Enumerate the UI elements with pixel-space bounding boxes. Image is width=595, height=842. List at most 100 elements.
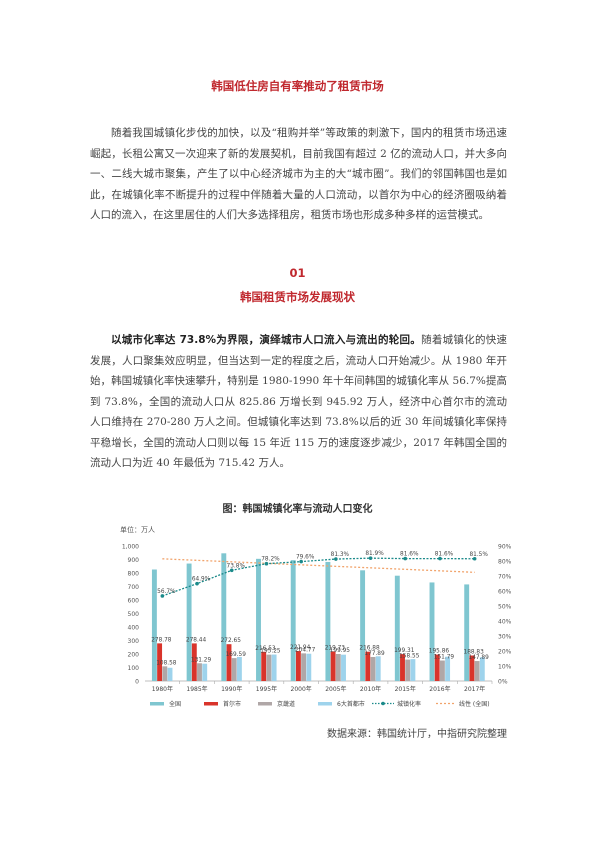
- urbanization-rate-label: 81.3%: [331, 552, 350, 558]
- chart-plot: 0 100 200 300 400 500 600 700 800 900 1,000 0% 10% 20…: [122, 544, 512, 709]
- bar-national: [360, 570, 366, 681]
- y-left-tick-label: 1,000: [122, 544, 139, 551]
- urbanization-rate-label: 79.6%: [296, 555, 315, 561]
- bar-six-cities: [236, 656, 242, 681]
- x-tick-label: 2015年: [395, 685, 416, 693]
- y-left-tick-label: 900: [128, 557, 140, 564]
- bar-national: [394, 575, 400, 681]
- y-right-tick-label: 50%: [498, 604, 512, 611]
- bar-seoul: [400, 654, 405, 681]
- article-title: 韩国低住房自有率推动了租赁市场: [211, 79, 384, 93]
- x-tick-label: 2017年: [464, 685, 485, 693]
- y-left-tick-label: 400: [128, 625, 140, 632]
- seoul-data-label: 188.83: [464, 650, 485, 656]
- gyeonggi-data-label: 108.58: [156, 660, 177, 666]
- figure-caption: 图：韩国城镇化率与流动人口变化: [222, 504, 373, 515]
- urbanization-rate-point: [195, 581, 199, 586]
- x-tick-label: 2016年: [429, 685, 450, 693]
- seoul-data-label: 272.65: [221, 638, 242, 644]
- legend-urbanization-rate-label: 城镇化率: [397, 700, 421, 708]
- bar-national: [186, 563, 192, 681]
- urbanization-rate-label: 64.9%: [192, 577, 211, 583]
- y-left-tick-label: 500: [128, 611, 140, 618]
- urbanization-rate-label: 81.9%: [365, 551, 384, 557]
- legend-seoul-label: 首尔市: [223, 700, 241, 708]
- gyeonggi-data-label: 177.89: [364, 651, 385, 657]
- seoul-data-label: 219.73: [325, 645, 346, 651]
- urbanization-rate-point: [229, 568, 234, 573]
- seoul-data-label: 221.94: [290, 645, 311, 651]
- x-tick-label: 1990年: [221, 685, 242, 693]
- urbanization-rate-point: [334, 557, 338, 561]
- bar-seoul: [469, 655, 475, 681]
- x-tick-label: 2000年: [291, 685, 312, 693]
- x-tick-label: 1985年: [186, 685, 207, 693]
- section-title: 韩国租赁市场发展现状: [240, 290, 355, 304]
- y-left-tick-label: 100: [128, 665, 140, 672]
- bar-six-cities: [202, 663, 208, 681]
- bar-seoul: [295, 651, 301, 681]
- bar-six-cities: [375, 656, 381, 681]
- urbanization-rate-label: 81.6%: [400, 552, 419, 558]
- bar-national: [151, 569, 157, 681]
- seoul-data-label: 195.86: [429, 649, 450, 655]
- gyeonggi-data-label: 151.79: [434, 655, 455, 661]
- legend-national-trend-label: 线性 (全国): [459, 700, 490, 708]
- bar-seoul: [191, 643, 197, 681]
- bar-national: [325, 561, 331, 681]
- urbanization-rate-point: [368, 556, 373, 560]
- intro-text: 随着我国城镇化步伐的加快，以及“租购并举”等政策的刺激下，国内的租赁市场迅速崛起…: [90, 127, 507, 221]
- bar-national: [221, 553, 227, 681]
- bar-seoul: [157, 643, 163, 681]
- urbanization-rate-point: [472, 556, 477, 561]
- intro-paragraph: 随着我国城镇化步伐的加快，以及“租购并举”等政策的刺激下，国内的租赁市场迅速崛起…: [90, 123, 507, 226]
- urbanization-rate-line: [162, 557, 475, 597]
- bar-six-cities: [306, 653, 312, 681]
- bar-national: [290, 560, 296, 681]
- urbanization-rate-label: 81.6%: [435, 552, 454, 558]
- urbanization-rate-point: [264, 561, 269, 566]
- y-left-tick-label: 700: [128, 584, 140, 591]
- gyeonggi-data-label: 158.55: [399, 654, 420, 660]
- bar-gyeonggi: [197, 663, 202, 681]
- y-left-tick-label: 300: [128, 638, 140, 645]
- x-tick-label: 1980年: [152, 685, 173, 693]
- x-tick-label: 2010年: [360, 685, 381, 693]
- urbanization-rate-point: [438, 556, 442, 561]
- legend-urbanization-rate-marker: [381, 701, 385, 706]
- bar-gyeonggi: [405, 659, 411, 681]
- bar-seoul: [261, 651, 267, 681]
- bar-seoul: [226, 644, 232, 681]
- y-right-tick-label: 90%: [498, 544, 512, 551]
- bar-gyeonggi: [266, 654, 272, 681]
- data-source: 数据来源：韩国统计厅，中指研究院整理: [327, 729, 507, 740]
- x-tick-label: 2005年: [325, 685, 346, 693]
- chart-unit-label: 单位：万人: [120, 525, 155, 534]
- chart: 单位：万人 01002003004005006007008009001,0000…: [120, 525, 512, 709]
- bar-seoul: [365, 651, 371, 681]
- legend-seoul-swatch: [204, 702, 218, 706]
- bar-seoul: [330, 651, 336, 681]
- urbanization-rate-label: 56.7%: [157, 589, 176, 595]
- urbanization-rate-label: 78.2%: [261, 557, 280, 563]
- y-right-tick-label: 80%: [498, 559, 512, 566]
- legend-six-cities-label: 6大首都市: [337, 700, 365, 708]
- y-right-tick-label: 70%: [498, 574, 512, 581]
- urbanization-rate-point: [160, 594, 165, 598]
- urbanization-rate-label: 73.8%: [227, 563, 246, 569]
- bar-gyeonggi: [370, 656, 376, 681]
- bar-six-cities: [271, 654, 277, 681]
- seoul-data-label: 199.31: [394, 648, 415, 654]
- bar-six-cities: [479, 657, 485, 681]
- bar-six-cities: [410, 659, 416, 681]
- urbanization-rate-label: 81.5%: [469, 552, 488, 558]
- seoul-data-label: 278.44: [186, 637, 207, 643]
- x-tick-label: 1995年: [256, 685, 277, 693]
- legend-national-swatch: [150, 702, 164, 706]
- bar-gyeonggi: [301, 653, 307, 681]
- gyeonggi-data-label: 169.59: [226, 652, 247, 658]
- seoul-data-label: 216.88: [359, 646, 380, 652]
- lead-sentence: 以城市化率达 73.8%为界限，演绎城市人口流入与流出的轮回。: [111, 334, 422, 346]
- legend-six-cities-swatch: [318, 702, 332, 706]
- y-right-tick-label: 40%: [498, 619, 512, 626]
